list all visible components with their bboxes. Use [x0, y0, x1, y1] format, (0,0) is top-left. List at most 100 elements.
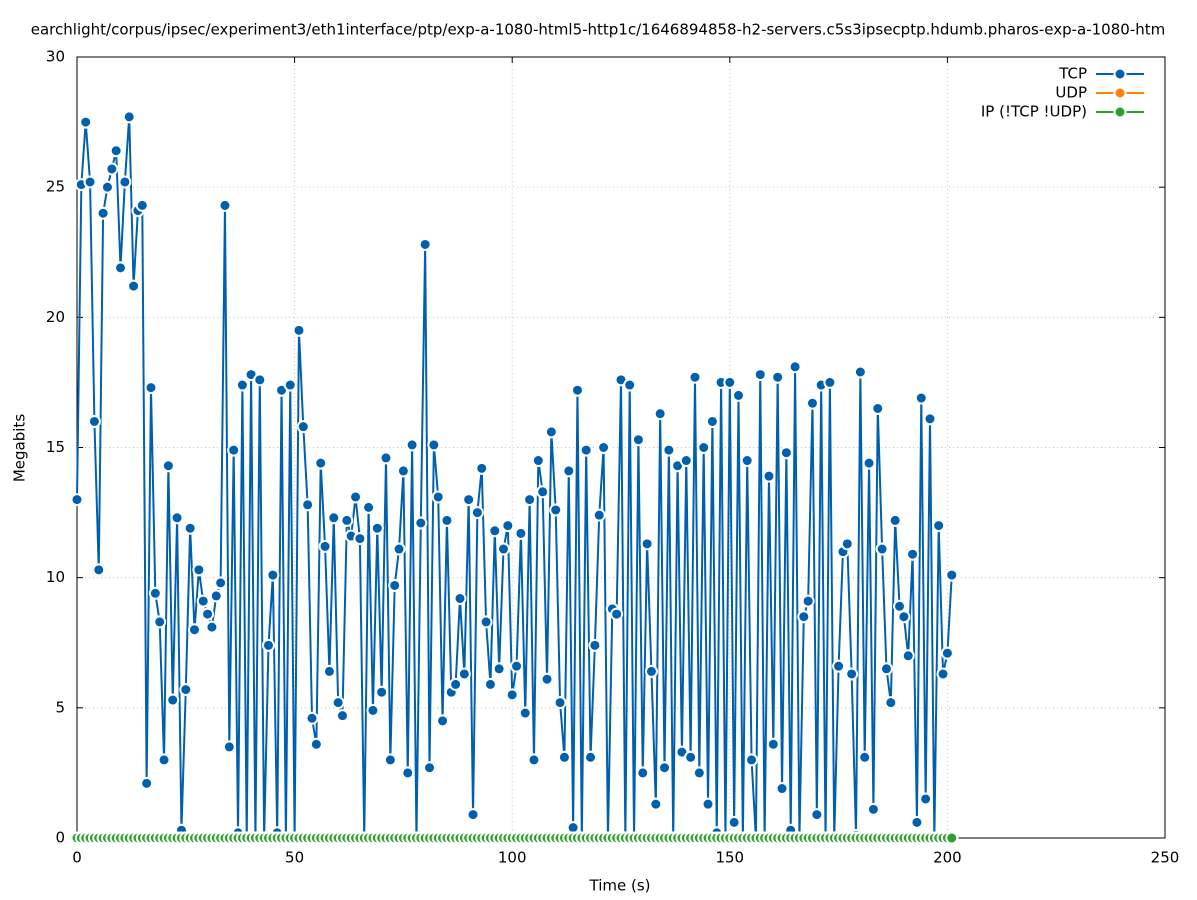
data-point	[261, 638, 275, 652]
data-point	[170, 511, 184, 525]
data-point	[823, 375, 837, 389]
data-point	[483, 677, 497, 691]
data-point	[858, 750, 872, 764]
data-point	[466, 808, 480, 822]
data-point	[140, 776, 154, 790]
data-point	[940, 646, 954, 660]
data-point	[431, 490, 445, 504]
data-point	[527, 753, 541, 767]
x-tick-label: 200	[933, 849, 962, 867]
data-point	[479, 615, 493, 629]
data-point	[183, 521, 197, 535]
data-point	[166, 693, 180, 707]
data-point	[805, 396, 819, 410]
data-point	[910, 815, 924, 829]
data-point	[92, 563, 106, 577]
data-point	[218, 198, 232, 212]
data-point	[209, 589, 223, 603]
data-point	[688, 370, 702, 384]
data-point	[309, 737, 323, 751]
data-point	[566, 821, 580, 835]
data-point	[331, 696, 345, 710]
legend-swatch	[1113, 67, 1127, 81]
data-point	[653, 407, 667, 421]
data-point	[370, 521, 384, 535]
y-tick-label: 5	[55, 698, 65, 716]
data-point	[135, 198, 149, 212]
data-point	[557, 750, 571, 764]
y-tick-label: 10	[46, 568, 65, 586]
data-point	[301, 498, 315, 512]
data-point	[779, 446, 793, 460]
data-point	[327, 511, 341, 525]
data-point	[235, 378, 249, 392]
data-point	[475, 461, 489, 475]
data-point	[414, 516, 428, 530]
data-point	[866, 802, 880, 816]
data-point	[87, 414, 101, 428]
data-point	[584, 750, 598, 764]
data-point	[540, 672, 554, 686]
data-point	[745, 753, 759, 767]
data-point	[649, 797, 663, 811]
data-point	[762, 469, 776, 483]
data-point	[906, 547, 920, 561]
data-point	[549, 503, 563, 517]
data-point	[766, 737, 780, 751]
data-point	[462, 493, 476, 507]
data-point	[266, 568, 280, 582]
data-point	[501, 519, 515, 533]
data-point	[192, 563, 206, 577]
data-point	[423, 761, 437, 775]
data-point	[692, 766, 706, 780]
data-point	[732, 388, 746, 402]
data-point	[196, 594, 210, 608]
data-point	[832, 659, 846, 673]
data-point	[771, 370, 785, 384]
data-point	[296, 420, 310, 434]
chart-title: earchlight/corpus/ipsec/experiment3/eth1…	[31, 21, 1165, 39]
x-tick-label: 250	[1151, 849, 1180, 867]
data-point	[875, 542, 889, 556]
data-point	[322, 664, 336, 678]
data-point	[871, 401, 885, 415]
legend-label: IP (!TCP !UDP)	[981, 103, 1087, 121]
data-point	[597, 441, 611, 454]
y-axis-label: Megabits	[11, 414, 29, 482]
data-point	[179, 683, 193, 697]
data-point	[292, 323, 306, 337]
data-point	[488, 524, 502, 538]
data-point	[157, 753, 171, 767]
data-point	[105, 162, 119, 176]
data-point	[375, 685, 389, 699]
data-point	[505, 688, 519, 702]
data-point	[418, 237, 432, 251]
data-point	[845, 667, 859, 681]
data-point	[514, 526, 528, 540]
data-point	[945, 568, 959, 582]
data-point	[100, 180, 114, 194]
data-point	[705, 414, 719, 428]
data-point	[518, 706, 532, 720]
data-point	[531, 454, 545, 468]
data-point	[562, 464, 576, 478]
x-tick-label: 150	[715, 849, 744, 867]
data-point	[740, 454, 754, 468]
data-point	[305, 711, 319, 725]
data-point	[945, 831, 959, 845]
data-point	[810, 808, 824, 822]
data-point	[440, 513, 454, 527]
data-point	[631, 433, 645, 447]
data-point	[161, 459, 175, 473]
data-point	[553, 696, 567, 710]
data-point	[222, 740, 236, 754]
data-point	[662, 443, 676, 457]
data-point	[879, 662, 893, 676]
y-tick-label: 15	[46, 438, 65, 456]
data-point	[884, 696, 898, 710]
data-point	[127, 279, 141, 293]
data-point	[697, 441, 711, 454]
data-point	[366, 703, 380, 717]
data-point	[214, 576, 228, 590]
